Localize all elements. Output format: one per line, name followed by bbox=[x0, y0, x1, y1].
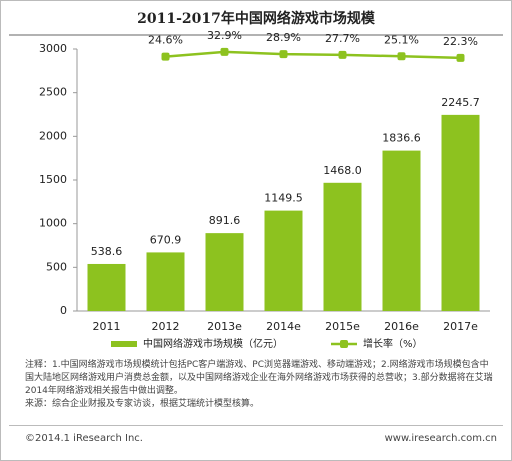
x-tick-label: 2013e bbox=[207, 320, 242, 333]
legend-label: 增长率（%） bbox=[363, 337, 423, 350]
bar-value-label: 891.6 bbox=[209, 214, 241, 227]
bar-value-label: 1149.5 bbox=[264, 192, 303, 205]
line-marker bbox=[397, 52, 406, 61]
line-value-label: 27.7% bbox=[325, 32, 360, 45]
line-marker bbox=[456, 53, 465, 62]
x-tick-label: 2017e bbox=[443, 320, 478, 333]
legend-swatch bbox=[111, 341, 137, 347]
line-marker bbox=[338, 50, 347, 59]
legend-label: 中国网络游戏市场规模（亿元） bbox=[143, 337, 283, 350]
line-value-label: 28.9% bbox=[266, 31, 301, 44]
bar-value-label: 2245.7 bbox=[441, 96, 480, 109]
bar bbox=[382, 150, 421, 311]
y-tick-label: 2000 bbox=[39, 129, 67, 142]
line-value-label: 24.6% bbox=[148, 34, 183, 47]
line-marker bbox=[220, 47, 229, 56]
website: www.iresearch.com.cn bbox=[384, 433, 497, 444]
bar bbox=[441, 114, 480, 311]
line-value-label: 22.3% bbox=[443, 35, 478, 48]
legend-marker bbox=[340, 340, 348, 348]
y-tick-label: 500 bbox=[46, 260, 67, 273]
bar-value-label: 1836.6 bbox=[382, 132, 421, 145]
bar-value-label: 1468.0 bbox=[323, 164, 362, 177]
bar bbox=[205, 233, 244, 311]
x-tick-label: 2012 bbox=[152, 320, 180, 333]
source: 来源：综合企业财报及专家访谈，根据艾瑞统计模型核算。 bbox=[25, 399, 260, 409]
line-marker bbox=[279, 50, 288, 59]
y-tick-label: 1000 bbox=[39, 217, 67, 230]
bar-value-label: 538.6 bbox=[91, 245, 123, 258]
x-tick-label: 2016e bbox=[384, 320, 419, 333]
line-marker bbox=[161, 52, 170, 61]
line-value-label: 25.1% bbox=[384, 33, 419, 46]
x-tick-label: 2015e bbox=[325, 320, 360, 333]
chart: 2011-2017年中国网络游戏市场规模 0 500 1000 1500 2000 250… bbox=[9, 10, 503, 350]
bar bbox=[264, 210, 303, 311]
x-tick-label: 2014e bbox=[266, 320, 301, 333]
y-tick-label: 0 bbox=[60, 304, 67, 317]
x-tick-label: 2011 bbox=[93, 320, 121, 333]
copyright: ©2014.1 iResearch Inc. bbox=[25, 433, 143, 444]
notes: 注释：1.中国网络游戏市场规模统计包括PC客户端游戏、PC浏览器端游戏、移动端游… bbox=[25, 360, 493, 396]
bar-value-label: 670.9 bbox=[150, 233, 182, 246]
y-tick-label: 2500 bbox=[39, 86, 67, 99]
bar bbox=[323, 182, 362, 311]
footer-rule bbox=[9, 425, 503, 426]
line-value-label: 32.9% bbox=[207, 29, 242, 42]
bar bbox=[87, 263, 126, 311]
growth-line bbox=[165, 50, 461, 60]
chart-title: 2011-2017年中国网络游戏市场规模 bbox=[137, 10, 376, 27]
y-tick-label: 1500 bbox=[39, 173, 67, 186]
y-tick-label: 3000 bbox=[39, 42, 67, 55]
bar bbox=[146, 252, 185, 311]
